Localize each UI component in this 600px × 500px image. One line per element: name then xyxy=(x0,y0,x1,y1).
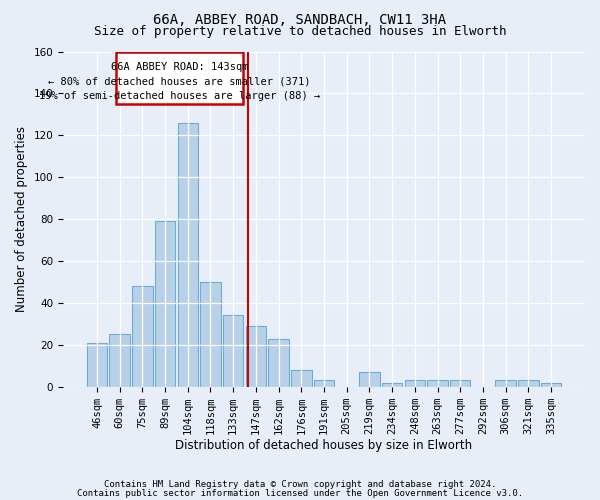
Text: 66A, ABBEY ROAD, SANDBACH, CW11 3HA: 66A, ABBEY ROAD, SANDBACH, CW11 3HA xyxy=(154,12,446,26)
Bar xyxy=(314,380,334,386)
Bar xyxy=(132,286,152,386)
Bar xyxy=(382,382,403,386)
Bar xyxy=(518,380,539,386)
Text: 19% of semi-detached houses are larger (88) →: 19% of semi-detached houses are larger (… xyxy=(39,92,320,102)
Y-axis label: Number of detached properties: Number of detached properties xyxy=(15,126,28,312)
Bar xyxy=(109,334,130,386)
Bar xyxy=(178,122,198,386)
Bar xyxy=(541,382,561,386)
Bar xyxy=(427,380,448,386)
Bar xyxy=(87,342,107,386)
X-axis label: Distribution of detached houses by size in Elworth: Distribution of detached houses by size … xyxy=(175,440,473,452)
Text: Size of property relative to detached houses in Elworth: Size of property relative to detached ho… xyxy=(94,25,506,38)
Bar xyxy=(245,326,266,386)
Text: Contains public sector information licensed under the Open Government Licence v3: Contains public sector information licen… xyxy=(77,489,523,498)
Bar xyxy=(404,380,425,386)
Text: ← 80% of detached houses are smaller (371): ← 80% of detached houses are smaller (37… xyxy=(48,76,311,86)
Text: 66A ABBEY ROAD: 143sqm: 66A ABBEY ROAD: 143sqm xyxy=(111,62,248,72)
Bar xyxy=(155,221,175,386)
Bar xyxy=(268,338,289,386)
Bar xyxy=(200,282,221,387)
Bar xyxy=(291,370,311,386)
Bar xyxy=(359,372,380,386)
Bar xyxy=(116,52,244,104)
Bar xyxy=(450,380,470,386)
Bar xyxy=(496,380,516,386)
Bar xyxy=(223,316,244,386)
Text: Contains HM Land Registry data © Crown copyright and database right 2024.: Contains HM Land Registry data © Crown c… xyxy=(104,480,496,489)
